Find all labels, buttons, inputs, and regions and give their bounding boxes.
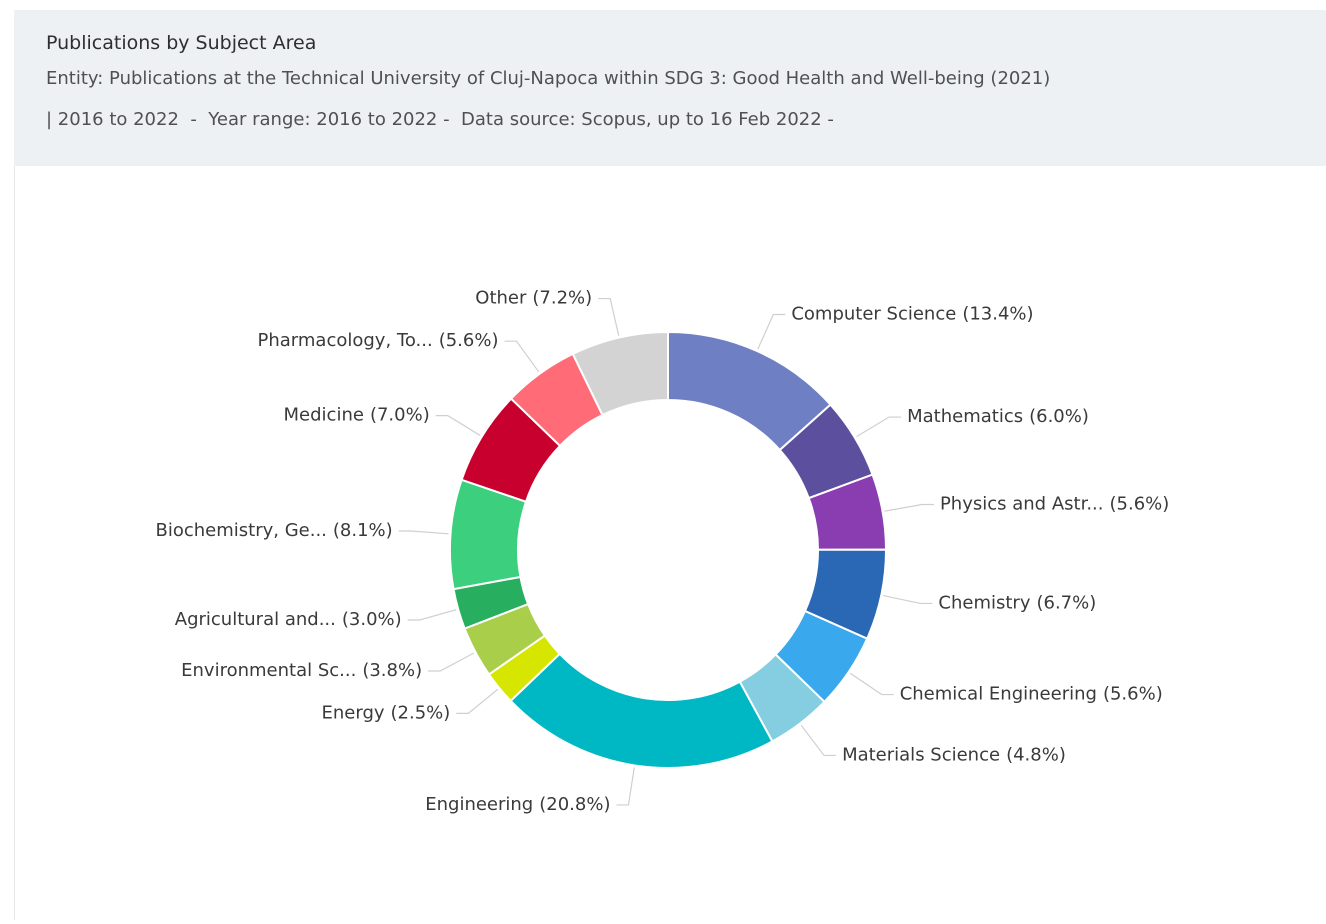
slice-label-value: (8.1%) bbox=[333, 520, 393, 541]
slice-label-name: Materials Science bbox=[842, 744, 1000, 765]
chart-panel: Computer Science (13.4%) Mathematics (6.0%)… bbox=[14, 166, 1326, 920]
leader-line bbox=[849, 672, 894, 696]
slice-label-name: Physics and Astr... bbox=[940, 493, 1104, 514]
slice-label-value: (5.6%) bbox=[1110, 493, 1170, 514]
slice-label: Chemical Engineering (5.6%) bbox=[900, 684, 1163, 705]
leader-line bbox=[856, 416, 902, 438]
slice-label-value: (3.0%) bbox=[342, 609, 402, 630]
slice-label-name: Chemical Engineering bbox=[900, 684, 1097, 705]
slice-label-value: (5.6%) bbox=[439, 330, 499, 351]
slice-label-name: Biochemistry, Ge... bbox=[156, 520, 327, 541]
slice-label-value: (2.5%) bbox=[391, 702, 451, 723]
slice-label: Materials Science (4.8%) bbox=[842, 744, 1066, 765]
slice-label: Medicine (7.0%) bbox=[284, 405, 430, 426]
slice-label-name: Engineering bbox=[425, 794, 533, 815]
chart-subtitle: | 2016 to 2022 - Year range: 2016 to 202… bbox=[46, 109, 834, 130]
leader-line bbox=[456, 688, 499, 714]
slice-label-value: (3.8%) bbox=[362, 660, 422, 681]
leader-line bbox=[598, 297, 620, 336]
slice-label-name: Agricultural and... bbox=[175, 609, 336, 630]
slice-label-value: (4.8%) bbox=[1006, 744, 1066, 765]
slice-label-name: Mathematics bbox=[907, 406, 1023, 427]
donut-slice bbox=[571, 330, 669, 417]
slice-label-value: (13.4%) bbox=[962, 303, 1033, 324]
slice-label-name: Computer Science bbox=[791, 303, 956, 324]
chart-subtitle: Entity: Publications at the Technical Un… bbox=[46, 68, 1051, 89]
slice-label-name: Chemistry bbox=[938, 592, 1030, 613]
slice-label-value: (6.0%) bbox=[1029, 406, 1089, 427]
slice-label: Biochemistry, Ge... (8.1%) bbox=[156, 520, 393, 541]
slice-label: Other (7.2%) bbox=[475, 288, 592, 309]
leader-line bbox=[883, 594, 933, 605]
chart-title: Publications by Subject Area bbox=[46, 32, 317, 54]
leader-line bbox=[435, 415, 481, 436]
slice-label: Environmental Sc... (3.8%) bbox=[181, 660, 422, 681]
slice-label: Chemistry (6.7%) bbox=[938, 592, 1096, 613]
leader-line bbox=[407, 609, 457, 621]
slice-label-name: Environmental Sc... bbox=[181, 660, 356, 681]
leader-line bbox=[616, 767, 635, 806]
slice-label-name: Energy bbox=[322, 702, 385, 723]
slice-label-name: Medicine bbox=[284, 405, 364, 426]
leader-line bbox=[757, 313, 786, 350]
leader-line bbox=[884, 503, 934, 512]
slice-label-value: (7.0%) bbox=[370, 405, 430, 426]
slice-label: Agricultural and... (3.0%) bbox=[175, 609, 402, 630]
slice-label: Physics and Astr... (5.6%) bbox=[940, 493, 1169, 514]
leader-line bbox=[800, 724, 837, 757]
chart-header: Publications by Subject Area Entity: Pub… bbox=[14, 10, 1326, 166]
chart: Computer Science (13.4%) Mathematics (6.0%)… bbox=[156, 288, 1170, 815]
slice-label-value: (6.7%) bbox=[1036, 592, 1096, 613]
slice-label-value: (20.8%) bbox=[539, 794, 610, 815]
leader-line bbox=[428, 652, 474, 672]
slice-label-value: (5.6%) bbox=[1103, 684, 1163, 705]
leader-line bbox=[504, 340, 540, 373]
slice-label: Engineering (20.8%) bbox=[425, 794, 610, 815]
slice-label: Computer Science (13.4%) bbox=[791, 303, 1033, 324]
slice-label-name: Pharmacology, To... bbox=[258, 330, 433, 351]
slice-label: Energy (2.5%) bbox=[322, 702, 451, 723]
slice-label-value: (7.2%) bbox=[532, 288, 592, 309]
donut-slice bbox=[509, 652, 774, 769]
leader-line bbox=[398, 530, 449, 535]
slice-label: Pharmacology, To... (5.6%) bbox=[258, 330, 499, 351]
slice-label-name: Other bbox=[475, 288, 527, 309]
slice-label: Mathematics (6.0%) bbox=[907, 406, 1089, 427]
